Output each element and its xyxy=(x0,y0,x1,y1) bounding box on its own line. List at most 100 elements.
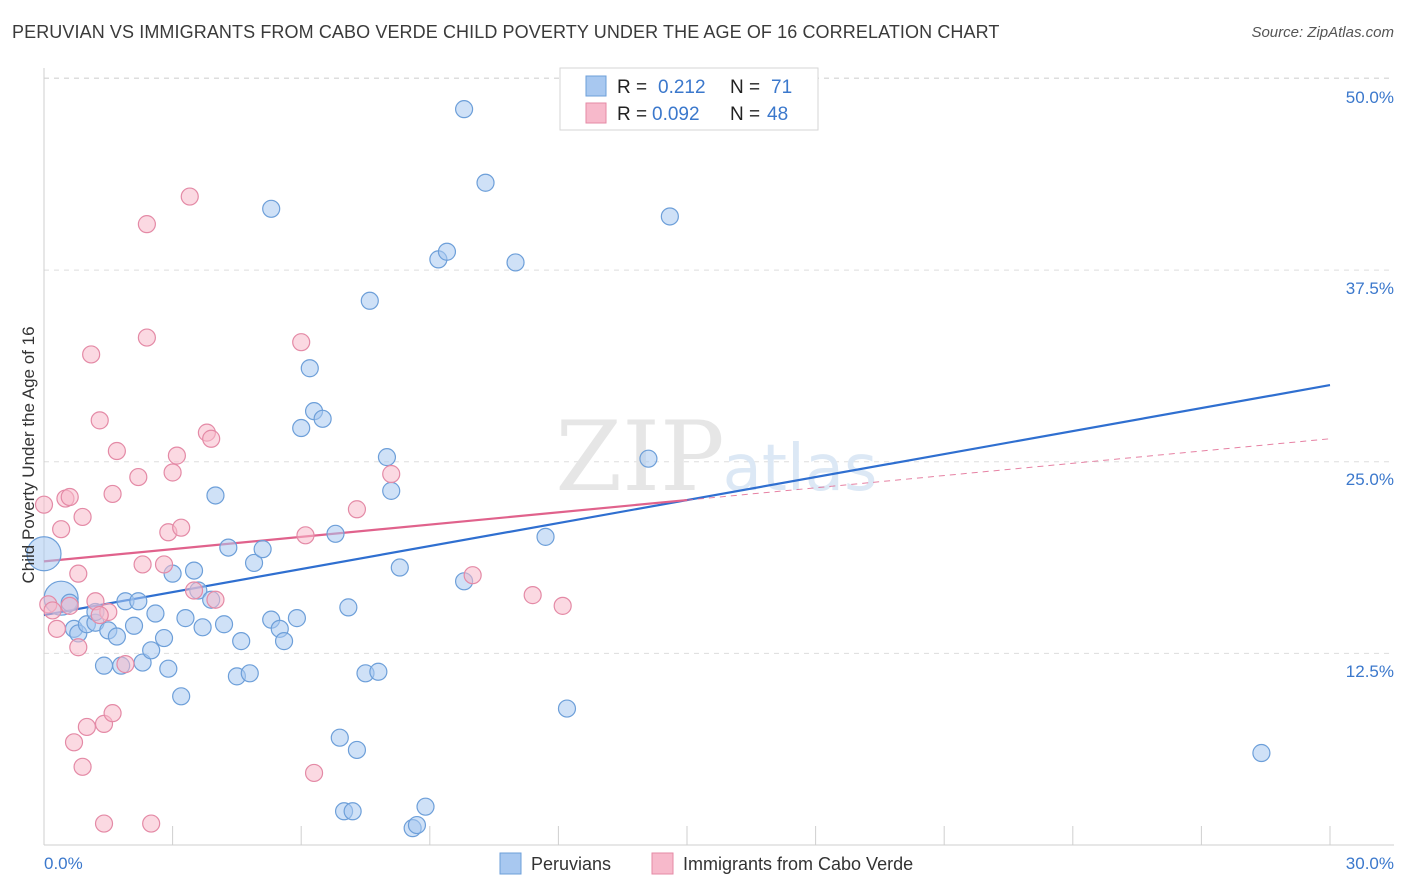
point-cabo-verde-17 xyxy=(94,814,114,833)
point-peruvian-13 xyxy=(129,592,148,611)
point-cabo-verde-31 xyxy=(167,446,186,465)
point-cabo-verde-9 xyxy=(69,638,88,657)
point-cabo-verde-33 xyxy=(180,187,199,206)
point-cabo-verde-3 xyxy=(47,619,66,638)
point-peruvian-34 xyxy=(253,540,272,559)
point-cabo-verde-25 xyxy=(137,328,156,347)
point-cabo-verde-15 xyxy=(90,411,109,430)
y-tick-label-37-5: 37.5% xyxy=(1346,279,1394,298)
points-layer xyxy=(26,100,1271,838)
point-cabo-verde-13 xyxy=(82,345,101,364)
y-tick-label-50: 50.0% xyxy=(1346,88,1394,107)
point-peruvian-53 xyxy=(382,481,401,500)
point-cabo-verde-28 xyxy=(154,555,174,574)
point-peruvian-66 xyxy=(639,449,658,468)
point-cabo-verde-41 xyxy=(347,500,367,519)
point-peruvian-8 xyxy=(94,656,114,675)
point-peruvian-38 xyxy=(287,609,307,628)
point-cabo-verde-36 xyxy=(202,429,221,448)
point-cabo-verde-32 xyxy=(172,518,191,537)
point-cabo-verde-21 xyxy=(107,441,126,461)
bottom-legend-peruvians: Peruvians xyxy=(531,854,611,874)
point-cabo-verde-7 xyxy=(64,733,84,752)
legend-n-label-2: N = xyxy=(730,104,760,125)
point-peruvian-65 xyxy=(557,699,577,718)
point-cabo-verde-0 xyxy=(34,495,54,514)
point-peruvian-54 xyxy=(390,558,409,577)
point-peruvian-69 xyxy=(343,802,362,821)
y-tick-label-12-5: 12.5% xyxy=(1346,662,1394,681)
legend-n-value-2: 48 xyxy=(767,104,788,125)
point-cabo-verde-4 xyxy=(52,520,71,539)
point-cabo-verde-2 xyxy=(43,601,62,620)
point-cabo-verde-12 xyxy=(77,717,96,737)
source-credit: Source: ZipAtlas.com xyxy=(1251,24,1394,41)
point-cabo-verde-19 xyxy=(103,484,122,504)
legend-n-label-1: N = xyxy=(730,77,760,98)
point-peruvian-25 xyxy=(193,618,212,637)
point-peruvian-56 xyxy=(407,815,427,835)
point-peruvian-59 xyxy=(437,242,457,261)
axis-layer xyxy=(43,68,1394,846)
point-cabo-verde-11 xyxy=(73,507,92,527)
point-peruvian-14 xyxy=(124,616,144,635)
watermark: ZIP atlas xyxy=(555,401,877,513)
point-cabo-verde-27 xyxy=(142,814,161,833)
point-peruvian-61 xyxy=(454,100,474,119)
point-cabo-verde-37 xyxy=(206,590,225,609)
point-cabo-verde-44 xyxy=(523,586,542,605)
point-peruvian-39 xyxy=(262,199,281,218)
legend-r-label-2: R = xyxy=(617,104,647,125)
point-peruvian-28 xyxy=(214,615,234,634)
point-cabo-verde-10 xyxy=(73,757,92,776)
point-peruvian-47 xyxy=(347,740,367,760)
x-tick-label-max: 30.0% xyxy=(1346,854,1394,873)
point-cabo-verde-39 xyxy=(296,526,315,545)
trendline-cabo-verde xyxy=(43,498,688,563)
legend-r-value-2: 0.092 xyxy=(652,104,700,125)
point-peruvian-51 xyxy=(339,598,358,617)
point-peruvian-21 xyxy=(172,687,191,706)
chart-title: PERUVIAN VS IMMIGRANTS FROM CABO VERDE C… xyxy=(12,22,1000,42)
point-peruvian-22 xyxy=(176,609,195,628)
point-peruvian-45 xyxy=(330,728,349,747)
point-peruvian-63 xyxy=(506,253,525,272)
point-peruvian-19 xyxy=(159,659,178,678)
point-peruvian-31 xyxy=(232,632,251,651)
point-peruvian-33 xyxy=(244,553,264,573)
point-cabo-verde-45 xyxy=(553,596,572,615)
trendline-cabo-verde-extension xyxy=(686,438,1331,501)
legend-r-value-1: 0.212 xyxy=(658,77,706,98)
point-cabo-verde-47 xyxy=(60,596,79,615)
point-peruvian-68 xyxy=(1252,743,1271,763)
point-cabo-verde-40 xyxy=(304,763,324,783)
point-peruvian-44 xyxy=(326,524,345,543)
point-peruvian-52 xyxy=(377,448,397,467)
point-peruvian-10 xyxy=(107,627,126,646)
point-peruvian-40 xyxy=(292,418,311,438)
point-peruvian-67 xyxy=(660,207,679,226)
bottom-legend-swatch-cabo-verde xyxy=(651,852,674,875)
point-cabo-verde-43 xyxy=(463,566,482,585)
point-cabo-verde-24 xyxy=(133,555,152,574)
point-peruvian-62 xyxy=(476,173,495,192)
point-cabo-verde-34 xyxy=(184,581,204,600)
x-tick-label-min: 0.0% xyxy=(44,854,83,873)
point-peruvian-17 xyxy=(146,604,165,623)
correlation-legend: R = 0.212 N = 71 R = 0.092 N = 48 xyxy=(559,67,819,131)
series-legend: Peruvians Immigrants from Cabo Verde xyxy=(499,852,913,875)
point-cabo-verde-42 xyxy=(382,464,401,484)
bottom-legend-cabo-verde: Immigrants from Cabo Verde xyxy=(683,854,913,874)
point-peruvian-50 xyxy=(369,662,388,681)
point-peruvian-57 xyxy=(416,797,435,816)
point-cabo-verde-46 xyxy=(90,605,109,625)
point-peruvian-0 xyxy=(26,536,62,572)
point-peruvian-18 xyxy=(154,628,174,648)
point-peruvian-32 xyxy=(240,664,259,683)
point-peruvian-23 xyxy=(184,561,204,580)
point-peruvian-43 xyxy=(313,409,332,428)
legend-r-label-1: R = xyxy=(617,77,647,98)
point-cabo-verde-26 xyxy=(137,215,156,234)
point-peruvian-49 xyxy=(360,291,379,310)
